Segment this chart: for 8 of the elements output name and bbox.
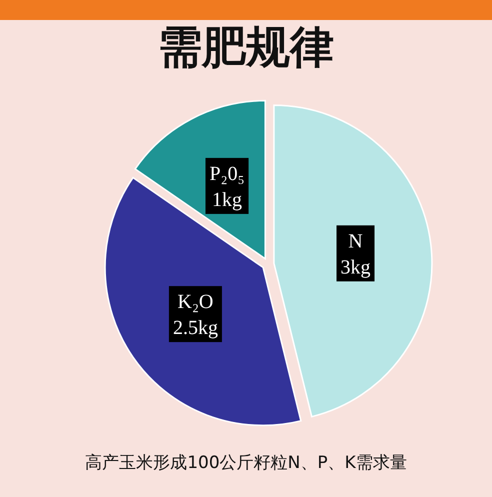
chart-title: 需肥规律 xyxy=(158,23,334,72)
data-label: 1kg xyxy=(212,188,242,211)
slice-label: P₂0₅ xyxy=(209,162,245,185)
slice-label: N xyxy=(348,230,363,252)
slice-label: K₂O xyxy=(178,291,214,314)
data-label: 3kg xyxy=(340,256,371,278)
data-label: 2.5kg xyxy=(172,317,218,340)
text: 高产玉米形成100公斤籽粒N、P、K需求量 xyxy=(85,453,407,473)
